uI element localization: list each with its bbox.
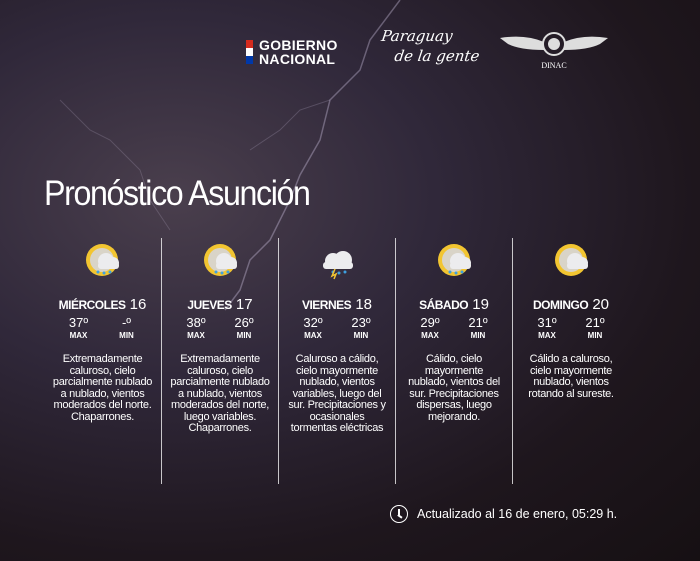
min-label: MIN — [353, 331, 369, 340]
max-temp: 29º — [420, 315, 440, 330]
dinac-text: DINAC — [541, 61, 567, 70]
max-label: MAX — [304, 331, 322, 340]
max-temp: 38º — [186, 315, 206, 330]
min-temp: 21º — [468, 315, 488, 330]
forecast-day: DOMINGO 20 31º MAX 21º MIN Cálido a caluro… — [512, 238, 629, 484]
min-temp: -º — [121, 315, 132, 330]
day-heading: SÁBADO 19 — [396, 296, 512, 313]
updated-text: Actualizado al 16 de enero, 05:29 h. — [417, 507, 618, 521]
forecast-day: JUEVES 17 38º MAX 26º MIN Extremadamente c… — [161, 238, 278, 484]
partly-cloudy-rain-icon — [162, 240, 278, 280]
min-temp: 26º — [234, 315, 254, 330]
min-label: MIN — [470, 331, 486, 340]
day-date: 17 — [235, 296, 253, 313]
day-name: VIERNES — [301, 298, 352, 312]
gobierno-line1: GOBIERNO — [259, 37, 338, 53]
forecast-description: Extremadamente caluroso, cielo parcialme… — [170, 353, 270, 434]
day-heading: DOMINGO 20 — [513, 296, 629, 313]
min-label: MIN — [236, 331, 252, 340]
header: GOBIERNO NACIONAL Paraguay de la gente DI… — [0, 27, 700, 80]
gobierno-line2: NACIONAL — [259, 51, 336, 67]
min-temp: 23º — [351, 315, 371, 330]
max-label: MAX — [69, 331, 88, 340]
update-info: Actualizado al 16 de enero, 05:29 h. — [390, 505, 617, 523]
day-heading: VIERNES 18 — [279, 296, 395, 313]
day-date: 19 — [472, 296, 489, 313]
forecast-day: VIERNES 18 32º MAX 23º MIN Caluroso a cáli… — [278, 238, 395, 484]
day-date: 20 — [592, 296, 610, 313]
gobierno-nacional-logo: GOBIERNO NACIONAL — [246, 38, 338, 66]
forecast-day: MIÉRCOLES 16 37º MAX -º MIN Extremadamente… — [44, 238, 161, 484]
day-heading: MIÉRCOLES 16 — [44, 296, 161, 313]
min-temp: 21º — [585, 315, 605, 330]
partly-cloudy-rain-icon — [396, 240, 512, 280]
max-label: MAX — [187, 331, 205, 340]
page-title: Pronóstico Asunción — [44, 174, 311, 213]
dinac-logo: DINAC — [500, 30, 608, 70]
day-name: JUEVES — [187, 298, 232, 312]
day-heading: JUEVES 17 — [162, 296, 278, 313]
thunderstorm-icon — [279, 240, 395, 280]
forecast-description: Extremadamente caluroso, cielo parcialme… — [52, 353, 153, 423]
max-label: MAX — [421, 331, 439, 340]
forecast-description: Caluroso a cálido, cielo mayormente nubl… — [288, 353, 386, 434]
day-date: 16 — [129, 296, 147, 313]
min-label: MIN — [587, 331, 603, 340]
partly-cloudy-rain-icon — [44, 240, 161, 280]
day-name: MIÉRCOLES — [58, 298, 126, 312]
slogan-line1: Paraguay — [380, 27, 454, 45]
day-name: SÁBADO — [419, 298, 469, 312]
max-temp: 37º — [68, 315, 89, 330]
max-label: MAX — [538, 331, 556, 340]
day-name: DOMINGO — [532, 298, 589, 312]
max-temp: 32º — [303, 315, 323, 330]
max-temp: 31º — [537, 315, 557, 330]
min-label: MIN — [119, 331, 134, 340]
forecast-day: SÁBADO 19 29º MAX 21º MIN Cálido, cielo ma… — [395, 238, 512, 484]
forecast-columns: MIÉRCOLES 16 37º MAX -º MIN Extremadamente… — [44, 238, 629, 484]
day-date: 18 — [355, 296, 373, 313]
slogan-line2: de la gente — [393, 47, 481, 65]
paraguay-de-la-gente-logo: Paraguay de la gente — [377, 26, 483, 66]
winged-emblem-icon — [500, 32, 608, 56]
partly-cloudy-icon — [513, 240, 629, 280]
forecast-description: Cálido, cielo mayormente nublado, viento… — [408, 353, 500, 423]
clock-icon — [390, 505, 408, 523]
forecast-description: Cálido a caluroso, cielo mayormente nubl… — [528, 353, 614, 400]
paraguay-flag-icon — [246, 40, 253, 64]
